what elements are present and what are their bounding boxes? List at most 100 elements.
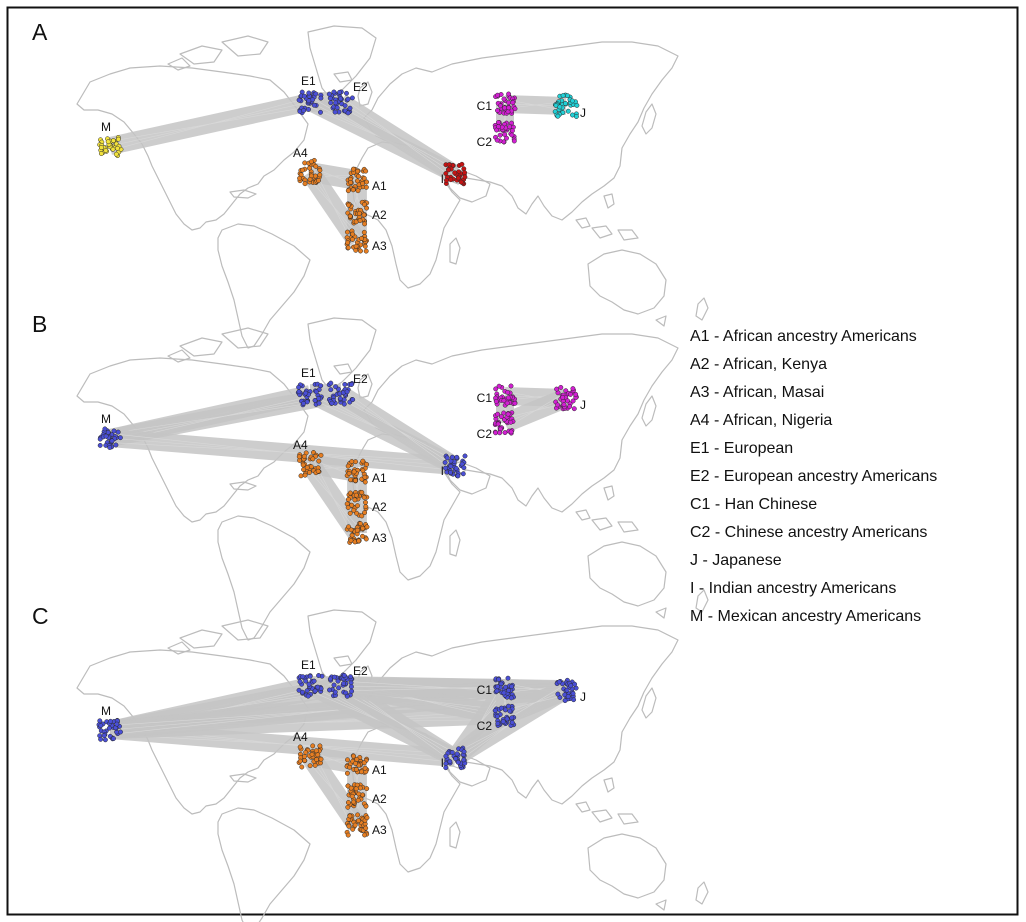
cluster-a3 — [344, 812, 370, 838]
sample-marker — [454, 454, 460, 460]
label-m: M — [101, 704, 111, 718]
sample-marker — [307, 165, 312, 171]
sample-marker — [362, 479, 368, 485]
sample-marker — [315, 684, 321, 690]
sample-marker — [555, 691, 561, 697]
sample-marker — [344, 389, 350, 395]
sample-marker — [328, 380, 334, 386]
sample-marker — [109, 438, 115, 444]
sample-marker — [570, 386, 576, 392]
sample-marker — [344, 770, 350, 776]
sample-marker — [355, 812, 361, 818]
sample-marker — [345, 800, 351, 805]
sample-marker — [296, 384, 302, 390]
figure-frame — [6, 6, 1019, 916]
cluster-a4 — [297, 157, 323, 187]
label-c2: C2 — [477, 427, 493, 441]
cluster-a2 — [345, 782, 370, 810]
sample-marker — [459, 161, 465, 167]
sample-marker — [313, 91, 319, 97]
sample-marker — [302, 181, 308, 187]
sample-marker — [114, 145, 120, 151]
sample-marker — [360, 181, 366, 186]
sample-marker — [350, 166, 356, 172]
sample-marker — [313, 163, 319, 169]
sample-marker — [316, 458, 322, 464]
world-map-outline — [76, 609, 709, 922]
sample-marker — [342, 381, 348, 387]
sample-marker — [337, 89, 343, 95]
sample-marker — [453, 756, 459, 762]
sample-marker — [328, 387, 334, 393]
label-c1: C1 — [477, 391, 493, 405]
sample-marker — [357, 521, 363, 527]
sample-marker — [110, 138, 116, 144]
cluster-a3 — [344, 228, 369, 254]
sample-marker — [495, 92, 500, 98]
sample-marker — [348, 785, 354, 791]
sample-marker — [565, 108, 571, 114]
sample-marker — [306, 98, 312, 104]
sample-marker — [461, 757, 467, 763]
sample-marker — [313, 748, 319, 754]
sample-marker — [495, 124, 501, 130]
sample-marker — [302, 160, 308, 166]
sample-marker — [568, 391, 573, 397]
sample-marker — [296, 97, 302, 103]
sample-marker — [509, 715, 515, 721]
sample-marker — [569, 98, 575, 104]
sample-marker — [345, 245, 351, 251]
sample-marker — [118, 729, 123, 735]
sample-marker — [363, 248, 369, 254]
world-map-outline — [76, 317, 709, 641]
sample-marker — [318, 452, 324, 458]
sample-marker — [353, 760, 358, 766]
cluster-a4 — [296, 743, 324, 770]
sample-marker — [558, 384, 564, 390]
sample-marker — [496, 676, 502, 682]
label-i: I — [441, 464, 444, 478]
sample-marker — [315, 752, 321, 758]
sample-marker — [495, 411, 501, 417]
cluster-m — [97, 426, 123, 450]
legend: A1 - African ancestry Americans A2 - Afr… — [690, 323, 1010, 631]
cluster-e2 — [326, 380, 356, 407]
legend-item-a1: A1 - African ancestry Americans — [690, 328, 917, 345]
cluster-m — [97, 135, 124, 159]
label-a3: A3 — [372, 531, 387, 545]
sample-marker — [328, 100, 334, 106]
sample-marker — [458, 179, 464, 185]
cluster-j — [553, 384, 579, 412]
sample-marker — [556, 679, 562, 685]
sample-marker — [357, 785, 363, 791]
sample-marker — [355, 503, 360, 509]
sample-marker — [352, 822, 358, 828]
sample-marker — [113, 151, 119, 157]
sample-marker — [307, 763, 313, 769]
sample-marker — [351, 507, 357, 513]
cluster-a4 — [296, 450, 324, 479]
sample-marker — [317, 167, 323, 173]
sample-marker — [443, 765, 449, 771]
connection-edge — [338, 105, 458, 171]
sample-marker — [495, 108, 500, 113]
sample-marker — [364, 815, 370, 821]
sample-marker — [493, 386, 499, 392]
sample-marker — [505, 395, 511, 401]
sample-marker — [349, 793, 355, 799]
sample-marker — [311, 102, 317, 108]
sample-marker — [103, 433, 109, 439]
sample-marker — [568, 683, 574, 689]
sample-marker — [462, 174, 468, 180]
sample-marker — [504, 400, 510, 406]
sample-marker — [574, 102, 580, 108]
sample-marker — [562, 698, 568, 704]
sample-marker — [362, 221, 368, 227]
sample-marker — [303, 749, 309, 755]
sample-marker — [449, 454, 455, 460]
sample-marker — [494, 713, 500, 719]
sample-marker — [565, 93, 570, 99]
sample-marker — [344, 693, 350, 699]
sample-marker — [354, 527, 360, 533]
sample-marker — [310, 743, 316, 749]
